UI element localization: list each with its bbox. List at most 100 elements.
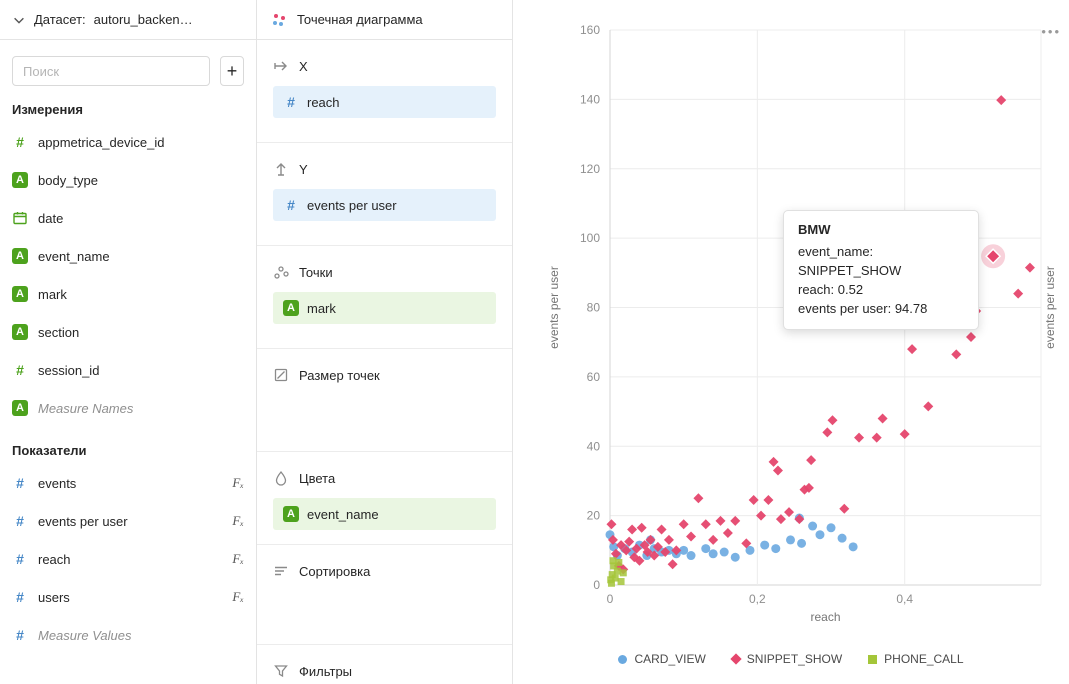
formula-icon: Fₓ	[232, 475, 244, 490]
tooltip-line: event_name: SNIPPET_SHOW	[798, 244, 902, 278]
field-label: reach	[38, 551, 71, 567]
filters-label: Фильтры	[299, 663, 353, 679]
measure-field-reach[interactable]: # reach Fₓ	[0, 540, 256, 578]
svg-text:80: 80	[587, 301, 601, 315]
x-field-chip[interactable]: # reach	[273, 86, 496, 118]
svg-text:events per user: events per user	[547, 266, 561, 349]
string-type-icon: A	[12, 324, 28, 340]
add-field-button[interactable]: +	[220, 56, 244, 86]
dimension-field-measure-names[interactable]: A Measure Names	[0, 389, 256, 427]
svg-text:events per user: events per user	[1043, 266, 1057, 349]
formula-icon: Fₓ	[232, 551, 244, 566]
field-label: event_name	[38, 248, 110, 264]
dimension-field-appmetrica_device_id[interactable]: # appmetrica_device_id	[0, 123, 256, 161]
tooltip: BMW event_name: SNIPPET_SHOW reach: 0.52…	[783, 210, 979, 331]
measures-list: # events Fₓ # events per user Fₓ # reach Fₓ # user…	[0, 464, 256, 654]
field-label: session_id	[38, 362, 100, 378]
svg-text:100: 100	[580, 231, 600, 245]
string-type-icon: A	[283, 300, 299, 316]
chip-label: reach	[307, 94, 340, 110]
string-type-icon: A	[283, 506, 299, 522]
svg-text:0: 0	[593, 578, 600, 592]
string-type-icon: A	[12, 172, 28, 188]
legend-item[interactable]: PHONE_CALL	[868, 652, 964, 666]
diamond-marker-icon	[730, 653, 742, 665]
points-icon	[273, 264, 289, 280]
legend-item[interactable]: SNIPPET_SHOW	[730, 652, 843, 666]
point-size-label: Размер точек	[299, 367, 380, 383]
measure-field-users[interactable]: # users Fₓ	[0, 578, 256, 616]
chart-config-panel: Точечная диаграмма X # reach Y	[257, 0, 513, 684]
point-size-section: Размер точек	[257, 349, 512, 452]
chevron-down-icon	[12, 13, 26, 27]
svg-text:160: 160	[580, 23, 600, 37]
chart-legend: CARD_VIEW SNIPPET_SHOW PHONE_CALL	[513, 652, 1069, 666]
legend-item[interactable]: CARD_VIEW	[618, 652, 706, 666]
dataset-name[interactable]: autoru_backen…	[93, 12, 193, 27]
square-marker-icon	[868, 654, 878, 664]
svg-text:40: 40	[587, 439, 601, 453]
points-label: Точки	[299, 264, 333, 280]
field-label: mark	[38, 286, 67, 302]
colors-field-chip[interactable]: A event_name	[273, 498, 496, 530]
chip-label: mark	[307, 300, 336, 316]
sort-section: Сортировка	[257, 545, 512, 645]
chart-type-label: Точечная диаграмма	[297, 12, 423, 27]
chart-menu-button[interactable]: •••	[1041, 24, 1061, 39]
date-type-icon	[12, 210, 28, 226]
svg-text:120: 120	[580, 162, 600, 176]
field-label: users	[38, 589, 70, 605]
number-type-icon: #	[16, 551, 24, 567]
filter-icon	[273, 663, 289, 679]
colors-section: Цвета A event_name	[257, 452, 512, 545]
legend-label: SNIPPET_SHOW	[746, 652, 843, 666]
tooltip-line: reach: 0.52	[798, 281, 864, 297]
number-type-icon: #	[16, 589, 24, 605]
x-axis-label: X	[299, 58, 308, 74]
field-label: appmetrica_device_id	[38, 134, 165, 150]
colors-label: Цвета	[299, 470, 336, 486]
dimension-field-session_id[interactable]: # session_id	[0, 351, 256, 389]
field-label: events	[38, 475, 77, 491]
number-type-icon: #	[16, 362, 24, 378]
chip-label: event_name	[307, 506, 379, 522]
search-input[interactable]	[12, 56, 210, 86]
measures-header: Показатели	[12, 443, 87, 458]
points-field-chip[interactable]: A mark	[273, 292, 496, 324]
measure-field-measure-values[interactable]: # Measure Values	[0, 616, 256, 654]
measure-field-events[interactable]: # events Fₓ	[0, 464, 256, 502]
number-type-icon: #	[16, 513, 24, 529]
dataset-label: Датасет:	[34, 12, 86, 27]
field-label: body_type	[38, 172, 98, 188]
dataset-selector[interactable]: Датасет: autoru_backen…	[0, 0, 256, 40]
point-size-icon	[273, 367, 289, 383]
chip-label: events per user	[307, 197, 397, 213]
points-section: Точки A mark	[257, 246, 512, 349]
y-axis-label: Y	[299, 161, 308, 177]
dataset-panel: Датасет: autoru_backen… + Измерения # app…	[0, 0, 257, 684]
number-type-icon: #	[16, 475, 24, 491]
number-type-icon: #	[287, 197, 295, 213]
field-label: Measure Names	[38, 400, 134, 416]
tooltip-line: events per user: 94.78	[798, 300, 928, 316]
formula-icon: Fₓ	[232, 589, 244, 604]
measure-field-events-per-user[interactable]: # events per user Fₓ	[0, 502, 256, 540]
svg-text:0,2: 0,2	[749, 592, 766, 606]
svg-text:reach: reach	[810, 610, 840, 624]
chart-type-selector[interactable]: Точечная диаграмма	[257, 0, 512, 40]
field-search-row: +	[0, 40, 256, 86]
sort-icon	[273, 563, 289, 579]
x-axis-section: X # reach	[257, 40, 512, 143]
dimension-field-date[interactable]: date	[0, 199, 256, 237]
y-field-chip[interactable]: # events per user	[273, 189, 496, 221]
svg-text:60: 60	[587, 370, 601, 384]
x-axis-icon	[273, 58, 289, 74]
svg-text:20: 20	[587, 509, 601, 523]
dimensions-header: Измерения	[12, 102, 83, 117]
tooltip-title: BMW	[798, 222, 831, 237]
